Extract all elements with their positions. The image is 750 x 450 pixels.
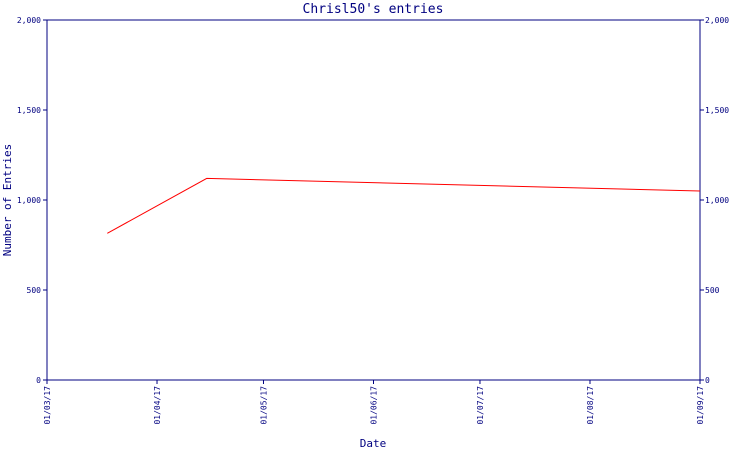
axis-ticks: 0 0 500 500 1,000 1,000 1,500 1,500 2,000 2,000 01…: [17, 16, 729, 425]
y-tick-label-left: 0: [36, 376, 41, 385]
x-tick-label: 01/06/17: [370, 386, 379, 425]
series-line: [107, 177, 701, 234]
y-tick-label-right: 1,500: [705, 106, 729, 115]
y-tick-label-left: 2,000: [17, 16, 41, 25]
x-tick-label: 01/04/17: [153, 386, 162, 425]
chart-title: Chrisl50's entries: [303, 2, 444, 17]
x-tick-label: 01/03/17: [43, 386, 52, 425]
y-tick-label-right: 2,000: [705, 16, 729, 25]
plot-area: [46, 19, 701, 381]
y-tick-label-left: 1,000: [17, 196, 41, 205]
y-tick-label-left: 500: [27, 286, 42, 295]
y-tick-label-left: 1,500: [17, 106, 41, 115]
x-tick-label: 01/07/17: [476, 386, 485, 425]
y-tick-label-right: 500: [705, 286, 720, 295]
y-tick-label-right: 0: [705, 376, 710, 385]
x-tick-label: 01/08/17: [586, 386, 595, 425]
y-tick-label-right: 1,000: [705, 196, 729, 205]
x-tick-label: 01/05/17: [259, 386, 268, 425]
series-layer: [107, 177, 701, 234]
x-tick-label: 01/09/17: [696, 386, 705, 425]
y-axis-label: Number of Entries: [1, 144, 14, 257]
x-axis-label: Date: [360, 437, 387, 450]
